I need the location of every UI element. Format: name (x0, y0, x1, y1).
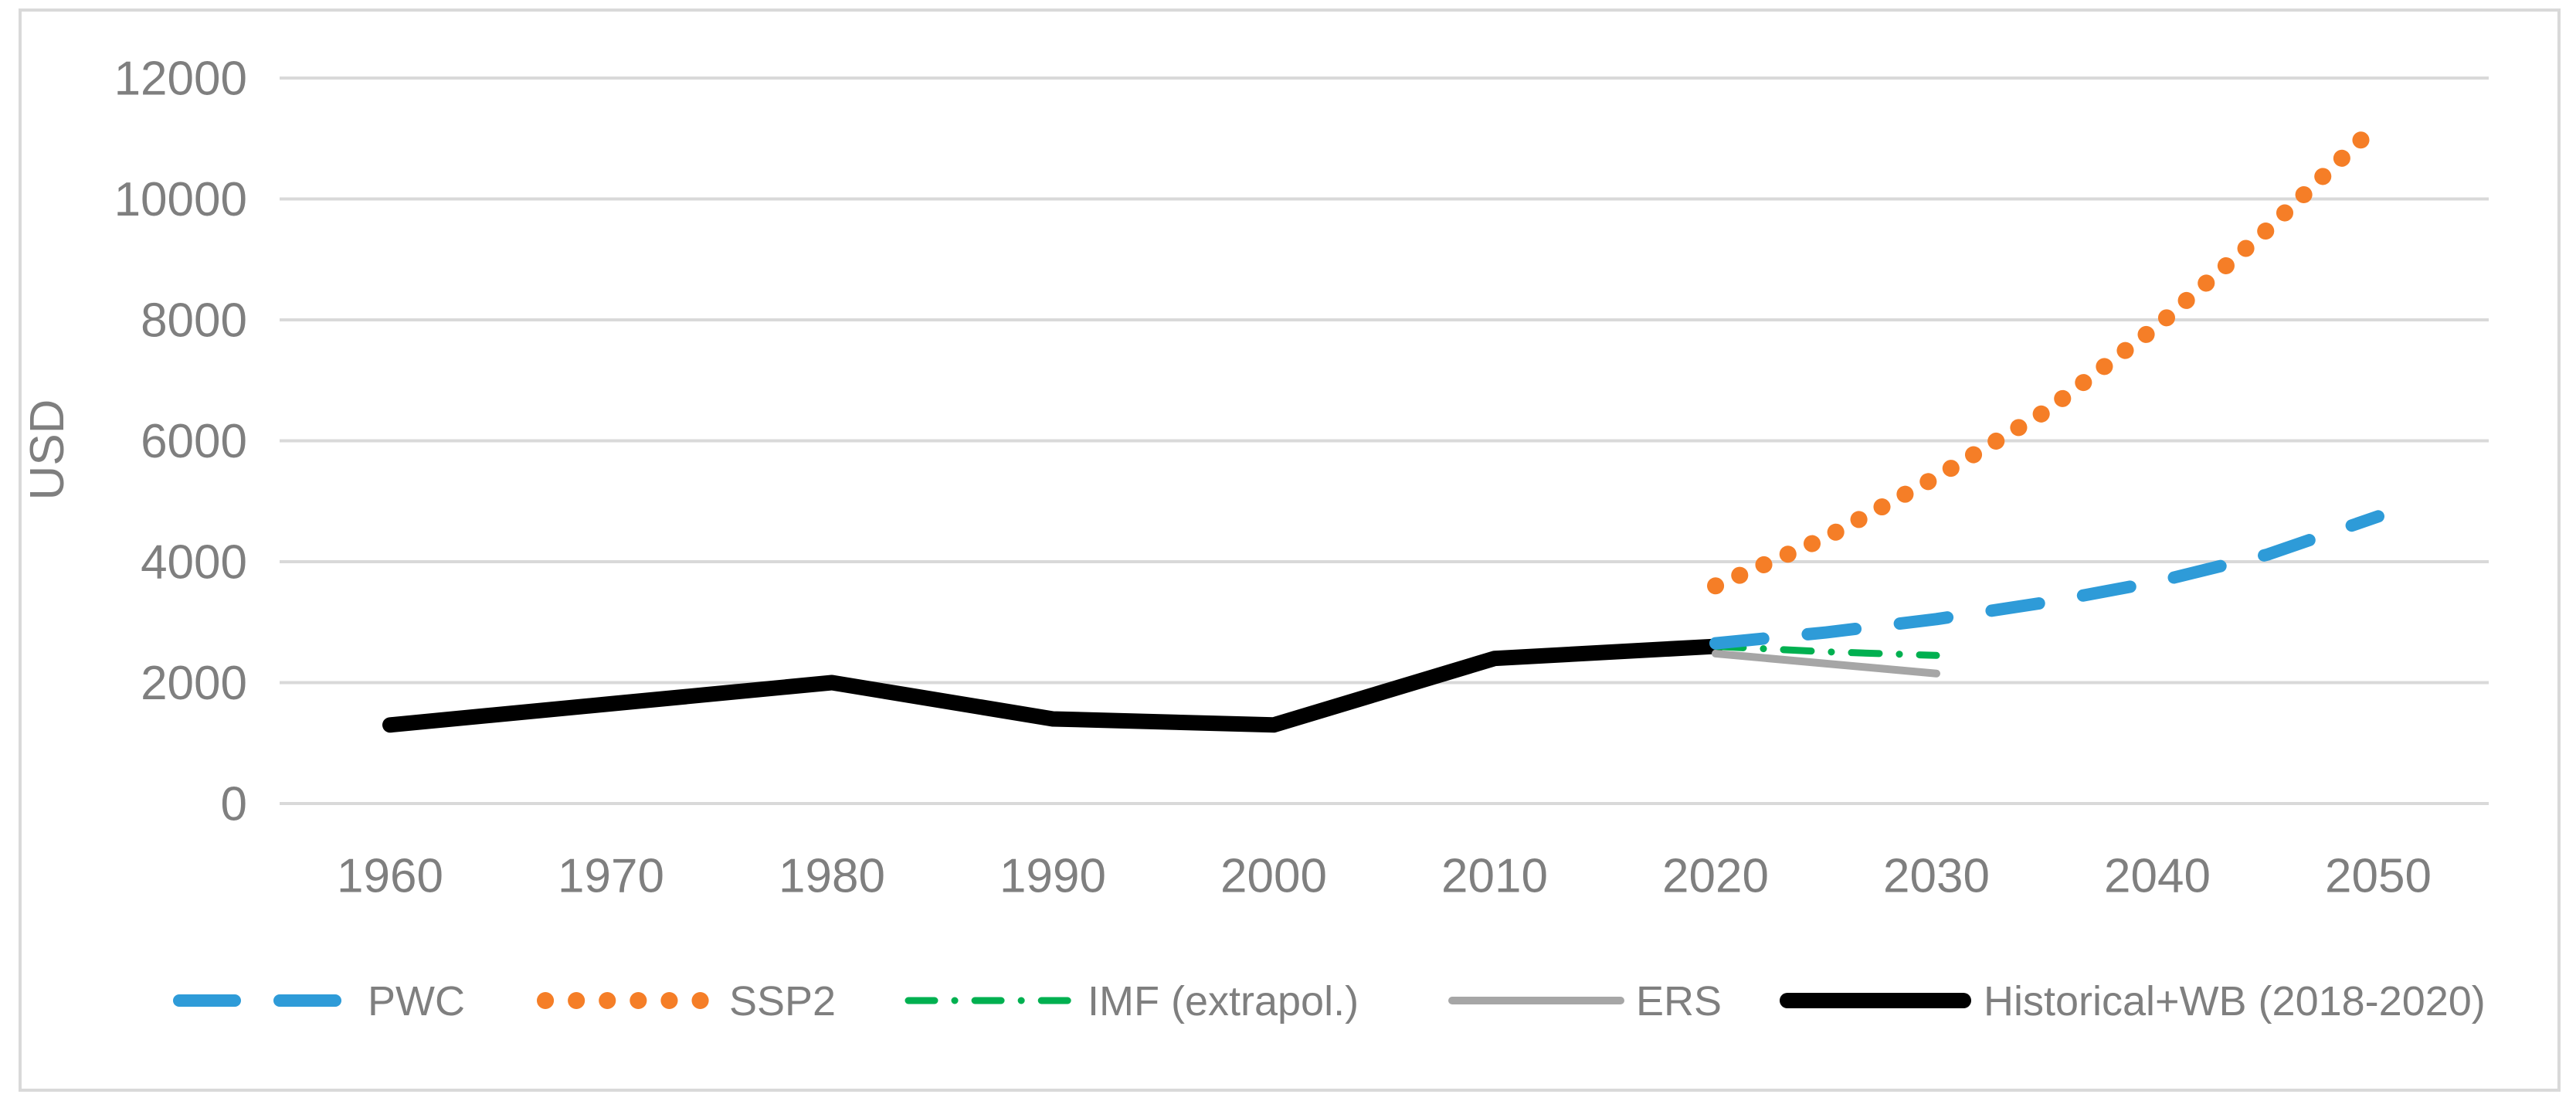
x-tick-label: 1980 (779, 850, 885, 903)
series-ers (1712, 649, 1940, 678)
legend-item-imf-extrapol: IMF (extrapol.) (904, 978, 1359, 1025)
x-tick-label: 2040 (2104, 850, 2211, 903)
x-tick-label: 1990 (1000, 850, 1106, 903)
y-tick-label: 12000 (114, 53, 247, 106)
y-tick-label: 2000 (141, 657, 247, 710)
y-tick-label: 0 (221, 778, 247, 831)
legend-label-pwc: PWC (368, 978, 465, 1025)
legend-label-ers: ERS (1636, 978, 1722, 1025)
series-imf-extrapol (1712, 643, 1940, 659)
series-ssp2 (1707, 114, 2387, 595)
y-axis-tick-labels: 0 2000 4000 6000 8000 10000 12000 (114, 53, 247, 831)
chart-border (19, 8, 2561, 1092)
y-tick-label: 8000 (141, 294, 247, 348)
legend-item-pwc: PWC (173, 978, 465, 1025)
x-tick-label: 1970 (558, 850, 664, 903)
y-tick-label: 6000 (141, 415, 247, 468)
legend-item-historical-wb-2018-2020: Historical+WB (2018-2020) (1780, 978, 2486, 1025)
x-axis-tick-labels: 1960 1970 1980 1990 2000 2010 2020 2030 2040 2050 (337, 850, 2432, 903)
x-tick-label: 2010 (1441, 850, 1548, 903)
legend-label-historical-wb-2018-2020: Historical+WB (2018-2020) (1984, 978, 2486, 1025)
series-historical-wb-2018-2020 (382, 638, 1723, 733)
legend-label-ssp2: SSP2 (729, 978, 836, 1025)
x-tick-label: 2020 (1662, 850, 1769, 903)
gridlines (280, 76, 2489, 805)
series-pwc (1709, 510, 2384, 650)
legend-item-ssp2: SSP2 (537, 978, 836, 1025)
legend-label-imf-extrapol: IMF (extrapol.) (1088, 978, 1359, 1025)
legend: PWC SSP2 IMF (extrapol.) ERS Historical+WB (… (173, 978, 2486, 1025)
x-tick-label: 1960 (337, 850, 443, 903)
x-tick-label: 2050 (2325, 850, 2432, 903)
y-tick-label: 10000 (114, 173, 247, 226)
y-axis-title: USD (21, 399, 74, 501)
x-tick-label: 2000 (1220, 850, 1327, 903)
y-tick-label: 4000 (141, 536, 247, 590)
plot-area (382, 114, 2387, 733)
x-tick-label: 2030 (1883, 850, 1990, 903)
legend-item-ers: ERS (1448, 978, 1722, 1025)
